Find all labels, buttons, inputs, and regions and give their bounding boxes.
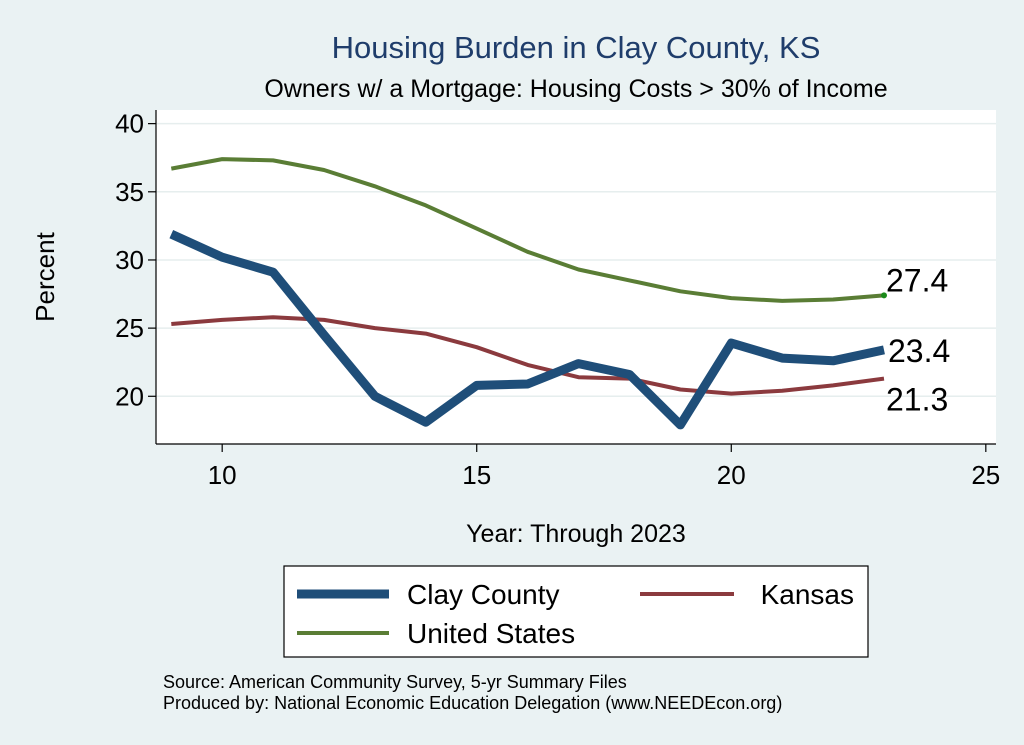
x-axis-ticks: 10 15 20 25 — [208, 444, 1000, 490]
y-axis-ticks: 20 25 30 35 40 — [115, 109, 156, 411]
y-tick-label: 30 — [115, 245, 144, 275]
x-tick-label: 10 — [208, 460, 237, 490]
end-marker — [881, 292, 887, 299]
series-line-united-states — [170, 157, 885, 303]
x-axis-label: Year: Through 2023 — [466, 520, 686, 548]
end-label: 23.4 — [888, 333, 950, 369]
series-line-kansas — [171, 315, 885, 396]
series-line-clay-county — [169, 230, 885, 430]
y-tick-label: 20 — [115, 381, 144, 411]
y-axis-label: Percent — [30, 231, 60, 321]
end-label: 27.4 — [886, 262, 948, 298]
legend-box — [283, 565, 869, 658]
source-note: Source: American Community Survey, 5-yr … — [163, 672, 627, 692]
producer-note: Produced by: National Economic Education… — [163, 693, 782, 713]
legend-label: Clay County — [407, 579, 560, 610]
end-labels: 27.4 21.3 23.4 — [881, 262, 950, 418]
x-tick-label: 15 — [462, 460, 491, 490]
end-label: 21.3 — [886, 382, 948, 418]
legend-label: United States — [407, 618, 575, 649]
y-tick-label: 35 — [115, 177, 144, 207]
y-tick-label: 25 — [115, 313, 144, 343]
y-tick-label: 40 — [115, 109, 144, 139]
legend-label: Kansas — [761, 579, 854, 610]
chart-subtitle: Owners w/ a Mortgage: Housing Costs > 30… — [264, 75, 887, 103]
x-tick-label: 20 — [717, 460, 746, 490]
grid-lines — [156, 122, 996, 398]
legend: Clay County Kansas United States — [283, 565, 869, 658]
series-lines — [169, 157, 885, 430]
chart-title: Housing Burden in Clay County, KS — [332, 30, 821, 65]
x-tick-label: 25 — [971, 460, 1000, 490]
